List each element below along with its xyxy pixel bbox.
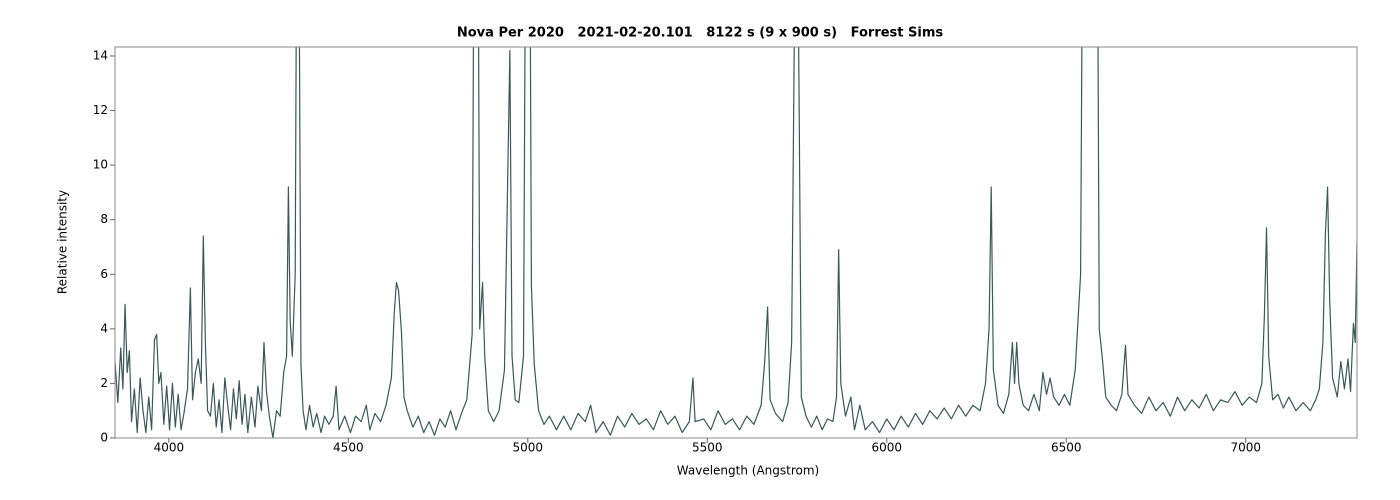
y-tick-label: 14	[93, 49, 108, 63]
x-tick-label: 6000	[871, 441, 902, 455]
chart-title: Nova Per 2020 2021-02-20.101 8122 s (9 x…	[457, 26, 944, 41]
x-axis-label: Wavelength (Angstrom)	[677, 464, 819, 478]
x-tick-label: 4000	[154, 441, 185, 455]
x-tick-label: 4500	[333, 441, 364, 455]
x-tick-label: 7000	[1230, 441, 1261, 455]
x-tick-label: 5500	[692, 441, 723, 455]
y-tick-label: 0	[100, 431, 108, 445]
x-tick-label: 5000	[513, 441, 544, 455]
y-tick-label: 2	[100, 376, 108, 390]
y-tick-label: 10	[93, 158, 108, 172]
x-tick-label: 6500	[1051, 441, 1082, 455]
spectrum-line	[115, 47, 1357, 438]
y-tick-label: 4	[100, 321, 108, 335]
y-axis-label: Relative intensity	[56, 190, 70, 294]
y-tick-label: 12	[93, 103, 108, 117]
plot-area	[115, 47, 1357, 438]
y-tick-label: 6	[100, 267, 108, 281]
plot-frame	[114, 46, 1358, 439]
y-tick-label: 8	[100, 212, 108, 226]
